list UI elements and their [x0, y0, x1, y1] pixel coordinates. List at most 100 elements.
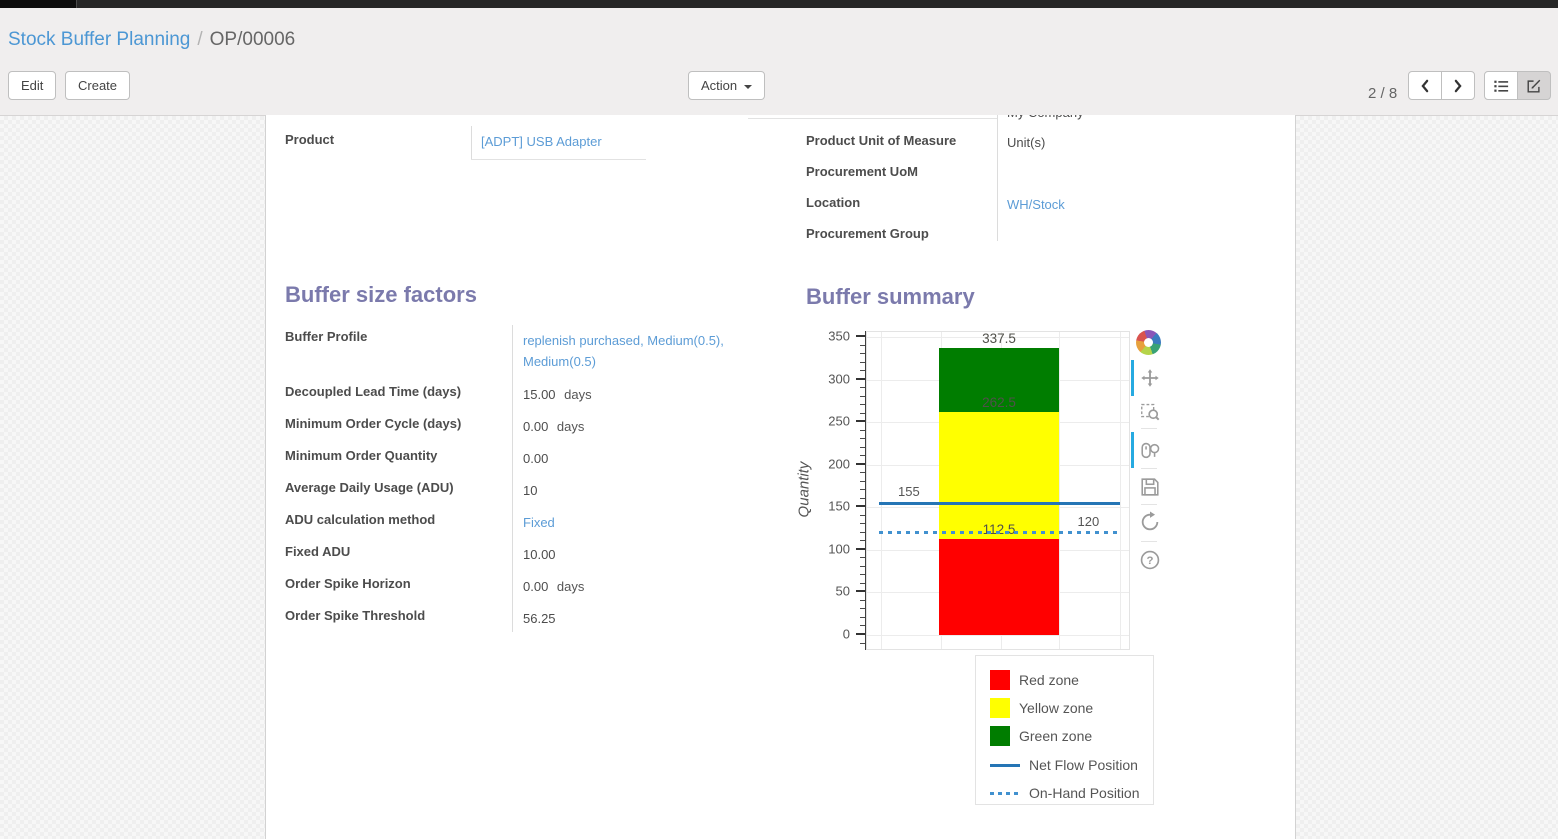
x-gridline — [1059, 332, 1061, 649]
field-suffix: days — [553, 419, 585, 434]
zone-boundary-label: 262.5 — [982, 394, 1016, 410]
field-separator — [997, 115, 998, 241]
help-icon[interactable]: ? — [1139, 549, 1161, 571]
y-tick-label: 350 — [828, 328, 850, 344]
breadcrumb-parent-link[interactable]: Stock Buffer Planning — [8, 29, 191, 50]
field-label: Fixed ADU — [285, 544, 351, 559]
legend-item: Red zone — [990, 669, 1079, 691]
y-minor-tick — [860, 642, 865, 644]
save-plot-icon[interactable] — [1139, 476, 1161, 498]
on-hand-position-label: 120 — [1077, 513, 1100, 529]
y-tick-label: 50 — [835, 583, 850, 599]
y-minor-tick — [860, 489, 865, 491]
form-view-icon[interactable] — [1517, 71, 1551, 100]
pager-nav-group — [1408, 71, 1475, 100]
product-info-right-group: Product Unit of Measure Unit(s) Procuremen… — [806, 115, 1296, 245]
on-hand-position-line — [878, 531, 1120, 535]
box-zoom-tool-icon[interactable] — [1139, 400, 1161, 422]
y-minor-tick — [860, 438, 865, 440]
field-value[interactable]: WH/Stock — [1007, 197, 1065, 212]
buffer-size-factors-title: Buffer size factors — [285, 282, 477, 307]
y-minor-tick — [860, 514, 865, 516]
field-label: Order Spike Horizon — [285, 576, 411, 591]
field-suffix: days — [553, 579, 585, 594]
field-label: Buffer Profile — [285, 329, 368, 344]
product-field-value[interactable]: [ADPT] USB Adapter — [481, 134, 602, 149]
field-value[interactable]: replenish purchased, Medium(0.5), Medium… — [523, 333, 724, 369]
field-separator — [512, 325, 513, 632]
red-zone — [939, 539, 1060, 635]
pan-tool-icon[interactable] — [1139, 367, 1161, 389]
y-minor-tick — [860, 344, 865, 346]
field-value: 10 — [523, 483, 538, 498]
y-major-tick — [856, 377, 865, 380]
legend-label: Red zone — [1019, 672, 1079, 688]
y-tick-label: 300 — [828, 371, 850, 387]
green-zone — [939, 347, 1060, 412]
y-minor-tick — [860, 429, 865, 431]
row-divider — [748, 118, 997, 119]
reset-view-icon[interactable] — [1139, 511, 1161, 533]
bokeh-logo-icon[interactable] — [1136, 330, 1161, 355]
y-minor-tick — [860, 480, 865, 482]
field-label: Location — [806, 195, 861, 210]
net-flow-position-label: 155 — [898, 484, 920, 500]
previous-page-icon[interactable] — [1408, 71, 1442, 100]
wheel-zoom-tool-icon[interactable] — [1139, 439, 1161, 461]
legend-item: Green zone — [990, 725, 1092, 747]
control-panel: Stock Buffer Planning / OP/00006 Edit Crea… — [0, 8, 1558, 116]
top-nav-bar — [0, 0, 1558, 8]
field-value[interactable]: Fixed — [523, 515, 555, 530]
y-minor-tick — [860, 574, 865, 576]
next-page-icon[interactable] — [1441, 71, 1475, 100]
y-gridline — [867, 337, 1129, 339]
breadcrumb-current: OP/00006 — [209, 29, 296, 50]
field-value: Unit(s) — [1007, 135, 1046, 150]
y-tick-label: 250 — [828, 413, 850, 429]
toolbar-divider — [1141, 428, 1157, 429]
toolbar-divider — [1141, 504, 1157, 505]
field-label: ADU calculation method — [285, 512, 436, 527]
y-major-tick — [856, 335, 865, 338]
field-value: 0.00 days — [523, 579, 585, 594]
svg-text:?: ? — [1147, 555, 1154, 567]
chart-plot-area[interactable]: 112.5 262.5 337.5 155 120 — [866, 331, 1130, 650]
legend-item: On-Hand Position — [990, 782, 1140, 804]
list-view-icon[interactable] — [1484, 71, 1518, 100]
y-minor-tick — [860, 582, 865, 584]
legend-label: Yellow zone — [1019, 700, 1094, 716]
legend-item: Yellow zone — [990, 697, 1093, 719]
edit-button[interactable]: Edit — [8, 71, 57, 100]
field-label: Product Unit of Measure — [806, 133, 957, 148]
y-minor-tick — [860, 557, 865, 559]
y-minor-tick — [860, 404, 865, 406]
legend-label: Net Flow Position — [1029, 757, 1138, 773]
field-label: Procurement Group — [806, 226, 929, 241]
buffer-summary-title: Buffer summary — [806, 284, 975, 309]
y-minor-tick — [860, 446, 865, 448]
color-swatch — [990, 726, 1010, 746]
y-minor-tick — [860, 531, 865, 533]
active-tool-indicator — [1131, 360, 1134, 396]
create-button[interactable]: Create — [65, 71, 131, 100]
field-separator — [471, 126, 472, 160]
y-minor-tick — [860, 540, 865, 542]
y-tick-label: 200 — [828, 456, 850, 472]
y-gridline — [867, 634, 1129, 636]
field-value: 15.00 days — [523, 387, 592, 402]
toolbar-divider — [1141, 468, 1157, 469]
action-dropdown-button[interactable]: Action — [688, 71, 766, 100]
net-flow-position-line — [878, 501, 1120, 505]
legend-item: Net Flow Position — [990, 754, 1138, 776]
y-minor-tick — [860, 599, 865, 601]
y-major-tick — [856, 590, 865, 593]
y-minor-tick — [860, 387, 865, 389]
product-field-label: Product — [285, 132, 335, 147]
color-swatch — [990, 670, 1010, 690]
y-minor-tick — [860, 523, 865, 525]
legend-label: Green zone — [1019, 728, 1093, 744]
y-minor-tick — [860, 395, 865, 397]
y-minor-tick — [860, 361, 865, 363]
y-minor-tick — [860, 353, 865, 355]
